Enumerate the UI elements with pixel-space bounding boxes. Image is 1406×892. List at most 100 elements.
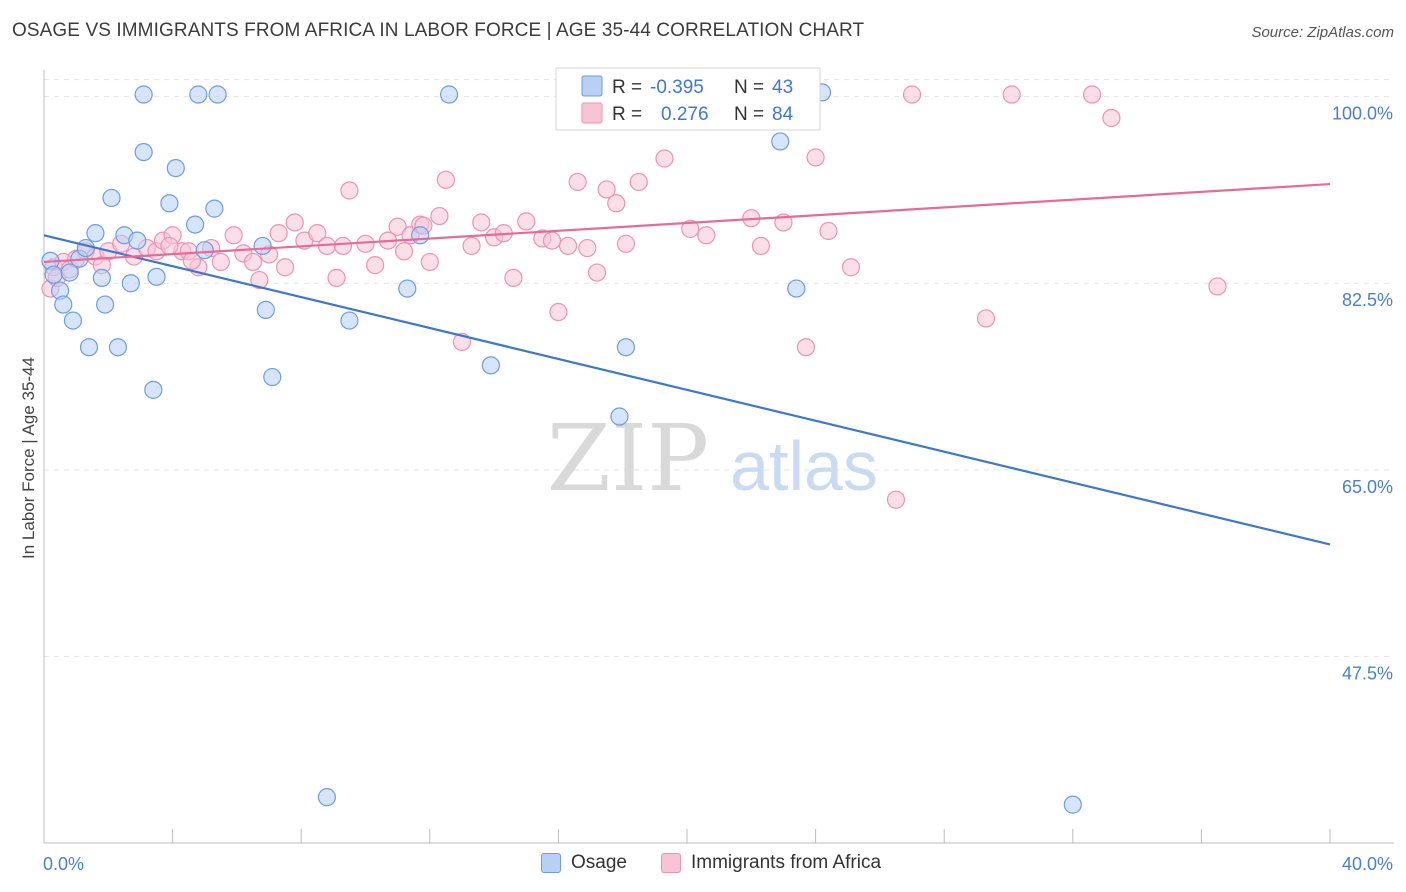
y-tick-label: 47.5% (1342, 663, 1393, 683)
osage-point (60, 263, 79, 282)
africa-point (388, 217, 407, 236)
africa-point (436, 170, 455, 189)
osage-point (134, 142, 153, 162)
africa-point (549, 302, 568, 322)
legend-label-osage: Osage (571, 852, 627, 873)
osage-point (205, 199, 224, 218)
axes (43, 70, 1394, 844)
osage-swatch (541, 853, 561, 873)
africa-point (542, 231, 562, 250)
osage-point (189, 85, 208, 104)
watermark-zip: ZIP (547, 405, 709, 512)
africa-point (243, 252, 263, 272)
africa-point (224, 226, 243, 245)
x-tick-label: 0.0% (43, 854, 84, 874)
africa-point (655, 149, 674, 168)
africa-point (902, 85, 922, 104)
africa-point (597, 180, 616, 199)
legend-swatch-africa (581, 102, 603, 124)
africa-point (819, 221, 838, 241)
osage-point (208, 85, 227, 104)
osage-point (108, 338, 128, 357)
africa-point (462, 236, 481, 256)
osage-point (86, 224, 105, 243)
africa-point (1208, 277, 1227, 296)
africa-point (285, 213, 304, 232)
africa-point (1082, 85, 1102, 104)
africa-point (607, 194, 626, 213)
africa-point (517, 212, 536, 231)
tick-labels: 100.0% 82.5% 65.0% 47.5% 0.0% 40.0% (43, 104, 1393, 874)
source-credit: Source: ZipAtlas.com (1251, 24, 1394, 41)
africa-point (250, 270, 269, 290)
legend-item-africa[interactable]: Immigrants from Africa (661, 852, 881, 874)
africa-point (1002, 85, 1021, 104)
legend-box: R = -0.395 N = 43 R = 0.276 N = 84 (555, 67, 821, 131)
legend-r-label-osage: R = (612, 77, 642, 98)
osage-point (54, 295, 73, 314)
osage-point (147, 267, 166, 286)
osage-trend-line (43, 234, 1331, 546)
osage-point (771, 132, 790, 151)
africa-swatch (661, 853, 681, 873)
gridlines (44, 79, 1390, 657)
osage-point (160, 194, 179, 213)
africa-point (587, 263, 607, 282)
osage-point (166, 158, 185, 178)
legend-r-value-osage: -0.395 (650, 77, 704, 98)
africa-point (160, 236, 179, 256)
legend-r-value-africa: 0.276 (661, 104, 709, 125)
legend-n-label-osage: N = (734, 77, 764, 98)
osage-point (610, 407, 629, 426)
legend-item-osage[interactable]: Osage (541, 852, 627, 874)
osage-point (144, 380, 163, 399)
legend-n-value-osage: 43 (772, 77, 793, 98)
osage-points (41, 83, 1082, 814)
africa-point (327, 268, 346, 288)
y-tick-label: 82.5% (1342, 290, 1393, 310)
africa-point (308, 224, 327, 243)
africa-point (841, 258, 861, 277)
africa-point (629, 172, 648, 192)
osage-point (44, 265, 63, 284)
africa-point (616, 234, 636, 253)
y-tick-label: 100.0% (1332, 104, 1393, 124)
bottom-legend: Osage Immigrants from Africa (0, 850, 1406, 880)
osage-point (263, 367, 282, 387)
africa-point (394, 242, 414, 261)
osage-point (63, 311, 83, 330)
africa-point (697, 226, 716, 245)
osage-point (340, 311, 359, 330)
africa-point (211, 252, 230, 272)
africa-point (504, 268, 523, 288)
africa-point (1102, 108, 1121, 128)
osage-point (134, 85, 153, 104)
legend-n-label-africa: N = (734, 104, 764, 125)
osage-point (253, 236, 272, 256)
africa-point (886, 490, 906, 509)
osage-point (256, 300, 275, 319)
africa-trend-line (43, 182, 1331, 264)
africa-point (558, 236, 578, 256)
legend-r-label-africa: R = (612, 104, 642, 125)
osage-point (439, 85, 459, 104)
africa-point (568, 172, 587, 192)
osage-point (186, 215, 205, 234)
osage-point (76, 238, 95, 258)
africa-point (430, 206, 449, 226)
osage-point (481, 356, 500, 375)
osage-point (398, 279, 417, 298)
osage-point (102, 188, 121, 208)
osage-point (616, 338, 636, 357)
africa-point (269, 224, 288, 243)
legend-label-africa: Immigrants from Africa (691, 852, 882, 873)
osage-point (195, 241, 214, 260)
osage-point (128, 231, 147, 250)
chart-title: OSAGE VS IMMIGRANTS FROM AFRICA IN LABOR… (12, 20, 865, 41)
osage-point (317, 788, 337, 807)
africa-point (420, 252, 439, 272)
osage-point (79, 338, 99, 357)
watermark-atlas: atlas (730, 427, 878, 505)
osage-point (95, 295, 115, 314)
